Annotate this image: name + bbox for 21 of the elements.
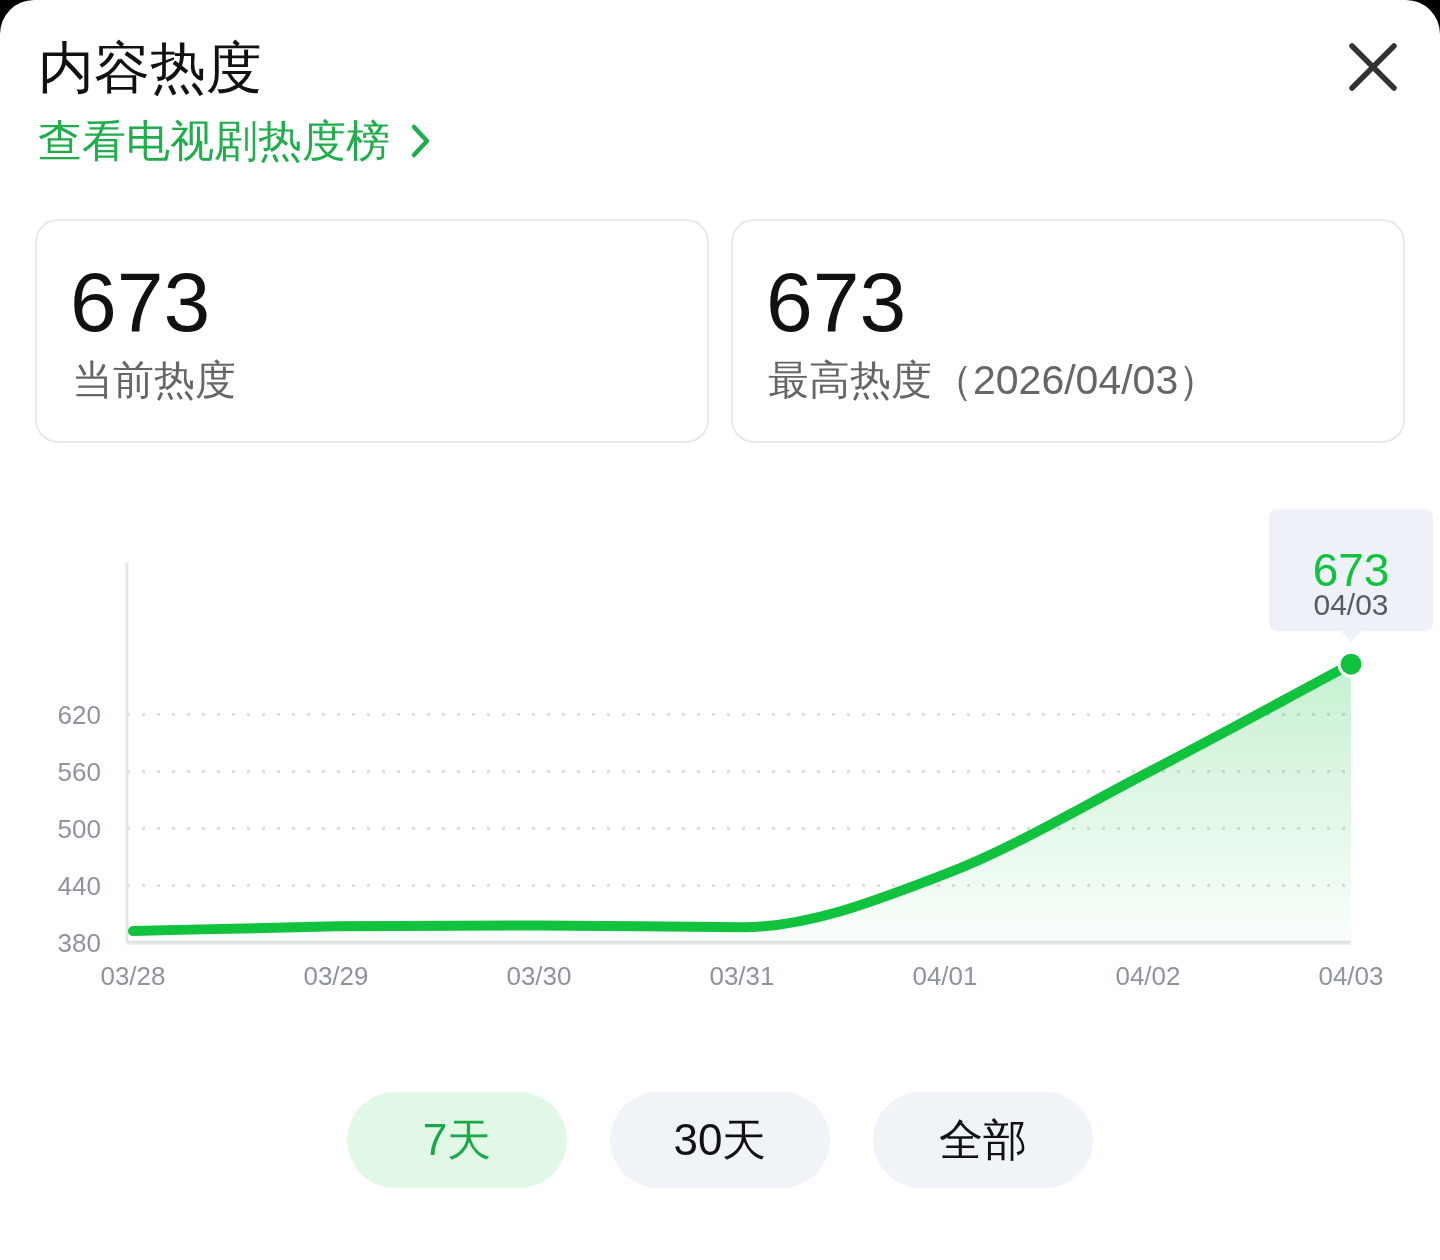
chart-subtitle: 查看电视剧热度榜: [38, 115, 390, 165]
x-tick-label: 04/01: [912, 961, 978, 991]
chart-title: 内容热度: [38, 35, 262, 99]
button: 30天: [610, 1092, 830, 1188]
annotation: 当前热度: [72, 357, 236, 403]
x-tick-label: 03/29: [303, 961, 369, 991]
x-tick-label: 03/28: [100, 961, 166, 991]
x-tick-label: 04/03: [1318, 961, 1384, 991]
y-tick-label: 380: [57, 927, 101, 958]
y-tick-label: 440: [57, 870, 101, 901]
annotation: 最高热度（2026/04/03）: [768, 357, 1220, 403]
annotation: 673: [70, 255, 211, 349]
x-tick-label: 04/02: [1115, 961, 1181, 991]
x-tick-label: 03/30: [506, 961, 572, 991]
y-tick-label: 500: [57, 813, 101, 844]
button: 7天: [347, 1092, 567, 1188]
button: 全部: [873, 1092, 1093, 1188]
annotation: 673: [766, 255, 907, 349]
x-tick-label: 03/31: [709, 961, 775, 991]
y-tick-label: 620: [57, 699, 101, 730]
y-tick-label: 560: [57, 756, 101, 787]
